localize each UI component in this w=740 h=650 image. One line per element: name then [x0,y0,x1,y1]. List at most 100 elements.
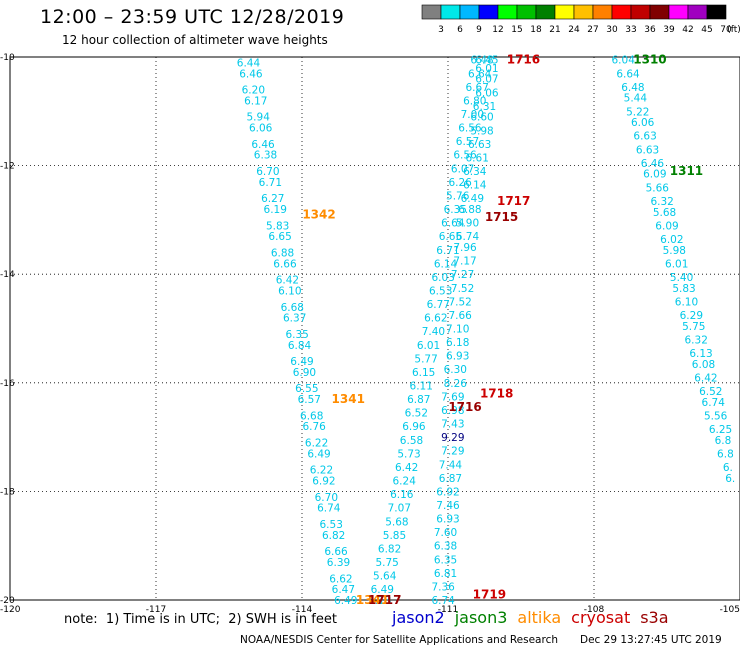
wave-height-value: 6.67 [466,82,489,94]
wave-height-value: 6.01 [665,258,688,270]
wave-height-value: 5.83 [266,220,289,232]
wave-height-value: 7.00 [461,109,484,121]
wave-height-value: 6.88 [458,204,481,216]
wave-height-value: 6.32 [650,196,673,208]
wave-height-value: 6.64 [441,218,465,230]
pass-time-label: 1717 [497,194,530,208]
wave-height-value: 6.68 [300,410,323,422]
wave-height-value: 6.29 [680,310,703,322]
color-scale-label: 33 [625,25,636,35]
wave-height-value: 6.22 [310,465,333,477]
wave-height-value: 7.46 [436,500,460,512]
wave-height-value: 6.70 [256,166,279,178]
wave-height-value: 6.38 [254,150,277,162]
map-subtitle: 12 hour collection of altimeter wave hei… [62,33,328,47]
wave-height-value: 6.42 [276,275,299,287]
wave-height-value: 5.44 [624,93,648,105]
altimeter-tracks: 6.446.466.206.175.946.066.466.386.706.71… [237,53,736,607]
pass-time-label: 1341 [332,392,365,406]
wave-height-value: 7.36 [431,581,455,593]
wave-height-value: 5.64 [373,571,397,583]
legend-item-jason3: jason3 [454,608,508,627]
wave-height-value: 6.56 [453,150,477,162]
wave-height-value: 6.82 [322,530,345,542]
lat-tick-label: -18 [0,487,15,497]
wave-height-value: 6.66 [324,546,348,558]
wave-height-value: 5.85 [383,530,406,542]
wave-height-value: 6.58 [400,435,423,447]
wave-height-value: 6.07 [451,163,474,175]
pass-time-label: 1717 [368,593,401,607]
color-scale-label: 24 [568,25,580,35]
lat-tick-label: -16 [0,379,15,389]
wave-height-value: 6.68 [281,302,304,314]
wave-height-value: 6.20 [242,85,265,97]
wave-height-value: 6.14 [463,180,487,192]
wave-height-value: 5.56 [704,410,728,422]
wave-height-value: 5.75 [682,321,705,333]
wave-height-value: 9.29 [441,432,464,444]
units-note: note: 1) Time is in UTC; 2) SWH is in fe… [64,612,337,627]
wave-height-value: 6.61 [466,152,489,164]
wave-height-value: 7.27 [451,269,474,281]
color-scale-bar: 3 6 9 12 15 18 21 24 27 30 33 36 39 42 45 70(ft) [421,4,740,35]
wave-height-value: 7.07 [388,503,411,515]
color-scale-label: 6 [457,25,463,35]
legend-item-cryosat: cryosat [571,608,631,627]
wave-height-value: 5.68 [653,207,676,219]
wave-height-value: 6.49 [307,448,330,460]
wave-height-value: 6.65 [439,231,462,243]
wave-height-value: 6.45 [475,55,498,67]
wave-height-value: 5.77 [414,353,437,365]
wave-height-value: 6.74 [702,397,726,409]
wave-height-value: 6.31 [473,101,496,113]
wave-height-value: 6.74 [317,503,341,515]
wave-height-value: 6.44 [237,57,261,69]
color-scale-label: 42 [682,25,693,35]
wave-height-value: 6.06 [631,117,655,129]
wave-height-value: 6.93 [446,351,469,363]
wave-height-value: 6.55 [295,383,318,395]
wave-height-value: 6.06 [475,87,499,99]
wave-height-value: 5.40 [670,272,693,284]
wave-height-value: 6.74 [456,231,480,243]
lon-tick-label: -117 [146,605,166,615]
wave-height-value: 6.38 [434,541,457,553]
wave-height-value: 6.92 [312,476,335,488]
wave-height-value: 6.49 [290,356,313,368]
wave-height-value: 6.09 [655,220,678,232]
wave-height-value: 6.87 [407,394,430,406]
wave-height-value: 6.64 [616,68,640,80]
wave-height-value: 5.73 [397,448,420,460]
wave-height-value: 6.46 [239,68,263,80]
color-scale-label: (ft) [727,25,740,35]
lon-tick-label: -108 [584,605,605,615]
wave-height-value: 5.83 [672,283,695,295]
lat-tick-label: -20 [0,596,15,606]
wave-height-value: 6.34 [463,166,487,178]
wave-height-value: 7.66 [448,310,472,322]
wave-height-value: 6.92 [436,486,459,498]
color-scale-label: 9 [476,25,482,35]
color-scale-label: 36 [644,25,656,35]
color-swatch [706,4,727,20]
wave-height-value: 6.62 [424,313,447,325]
wave-height-value: 6.65 [268,231,291,243]
wave-height-value: 6.35 [285,329,308,341]
wave-height-value: 6.17 [244,95,267,107]
wave-height-value: 6.53 [429,285,452,297]
wave-height-value: 6.27 [261,193,284,205]
wave-height-value: 6.81 [434,568,457,580]
wave-height-value: 6.90 [293,367,316,379]
wave-height-value: 6.22 [305,438,328,450]
legend-item-s3a: s3a [640,608,669,627]
pass-time-label: 1719 [473,588,506,602]
wave-height-value: 6.46 [251,139,275,151]
color-scale-label: 30 [606,25,618,35]
wave-height-value: 6.02 [660,234,683,246]
pass-time-label: 1716 [448,400,481,414]
wave-height-value: 6.63 [468,139,491,151]
wave-height-value: 7.10 [446,324,469,336]
color-scale-label: 18 [530,25,542,35]
